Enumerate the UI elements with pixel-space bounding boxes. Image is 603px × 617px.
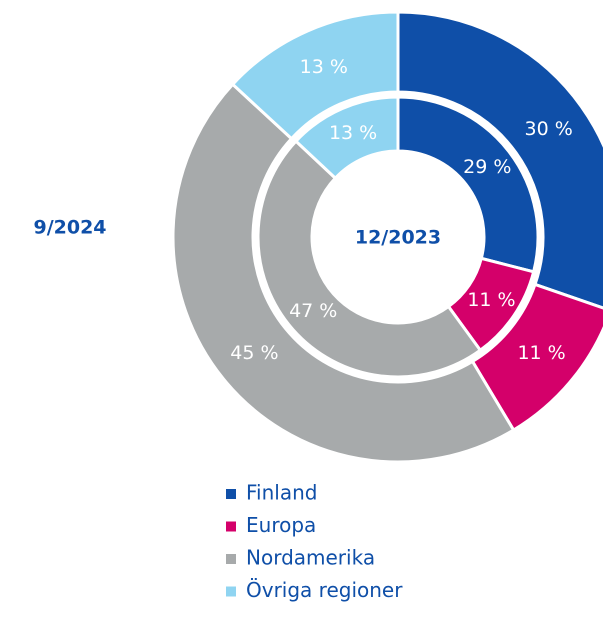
donut-segment	[230, 10, 400, 141]
data-label: 11 %	[467, 289, 515, 311]
inner-ring-label: 12/2023	[355, 227, 441, 249]
outer-ring-label: 9/2024	[33, 217, 106, 239]
data-label: 11 %	[517, 342, 565, 364]
legend-swatch	[226, 586, 236, 597]
donut-segment	[396, 10, 603, 310]
legend-swatch	[226, 521, 236, 532]
legend-swatch	[226, 489, 236, 499]
data-label: 45 %	[230, 342, 278, 364]
donut-segment	[396, 95, 540, 274]
data-label: 13 %	[300, 56, 348, 78]
donut-segment	[256, 139, 483, 379]
legend-label: Europa	[246, 513, 316, 537]
legend-label: Nordamerika	[246, 546, 375, 570]
legend-swatch	[226, 554, 236, 564]
donut-segment	[171, 82, 516, 464]
legend-label: Övriga regioner	[246, 578, 403, 602]
data-label: 30 %	[525, 118, 573, 140]
data-label: 47 %	[289, 300, 337, 322]
data-label: 29 %	[463, 156, 511, 178]
legend-label: Finland	[246, 481, 317, 505]
data-label: 13 %	[329, 122, 377, 144]
donut-segment	[293, 95, 400, 181]
